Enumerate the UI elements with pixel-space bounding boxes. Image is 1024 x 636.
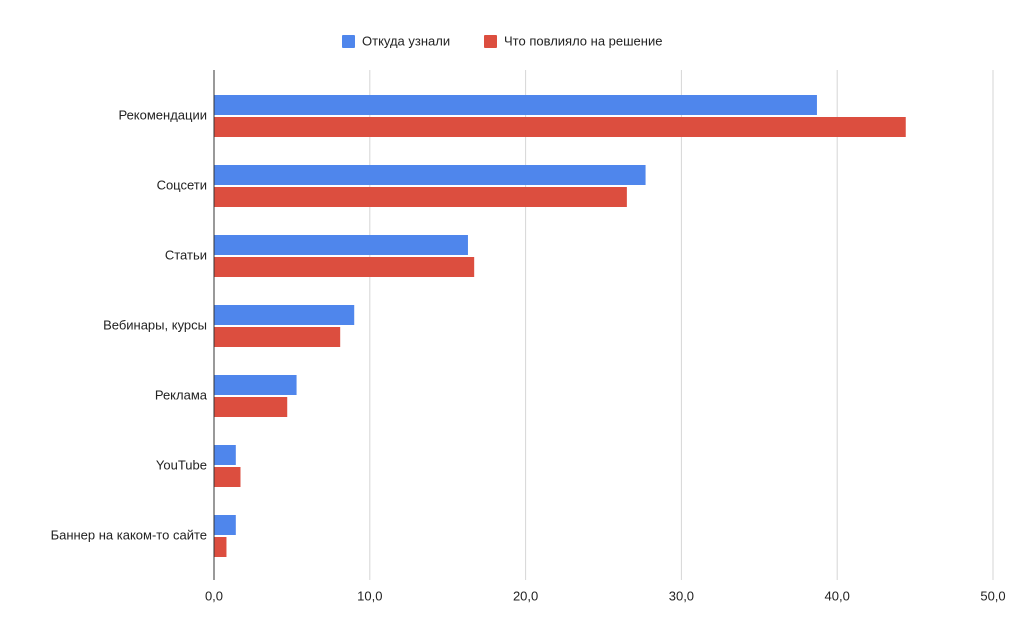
bar <box>214 235 468 255</box>
legend-label: Что повлияло на решение <box>504 33 662 48</box>
y-tick-label: Статьи <box>165 247 207 262</box>
y-tick-label: Вебинары, курсы <box>103 317 207 332</box>
legend-label: Откуда узнали <box>362 33 450 48</box>
y-tick-label: Рекомендации <box>118 107 207 122</box>
bar <box>214 467 241 487</box>
x-tick-label: 10,0 <box>357 588 382 603</box>
x-tick-label: 0,0 <box>205 588 223 603</box>
legend-swatch <box>484 35 497 48</box>
x-tick-label: 20,0 <box>513 588 538 603</box>
y-tick-label: Реклама <box>155 387 208 402</box>
bar <box>214 117 906 137</box>
y-tick-label: Баннер на каком-то сайте <box>51 527 207 542</box>
bar <box>214 257 475 277</box>
bar <box>214 327 341 347</box>
y-tick-label: Соцсети <box>157 177 207 192</box>
bar <box>214 95 817 115</box>
bar <box>214 305 355 325</box>
x-tick-label: 30,0 <box>669 588 694 603</box>
bar <box>214 537 227 557</box>
x-tick-label: 40,0 <box>825 588 850 603</box>
bar <box>214 187 627 207</box>
y-tick-label: YouTube <box>156 457 207 472</box>
bar <box>214 397 288 417</box>
x-tick-label: 50,0 <box>980 588 1005 603</box>
legend-swatch <box>342 35 355 48</box>
bar <box>214 515 236 535</box>
bar <box>214 445 236 465</box>
bar <box>214 165 646 185</box>
bar <box>214 375 297 395</box>
